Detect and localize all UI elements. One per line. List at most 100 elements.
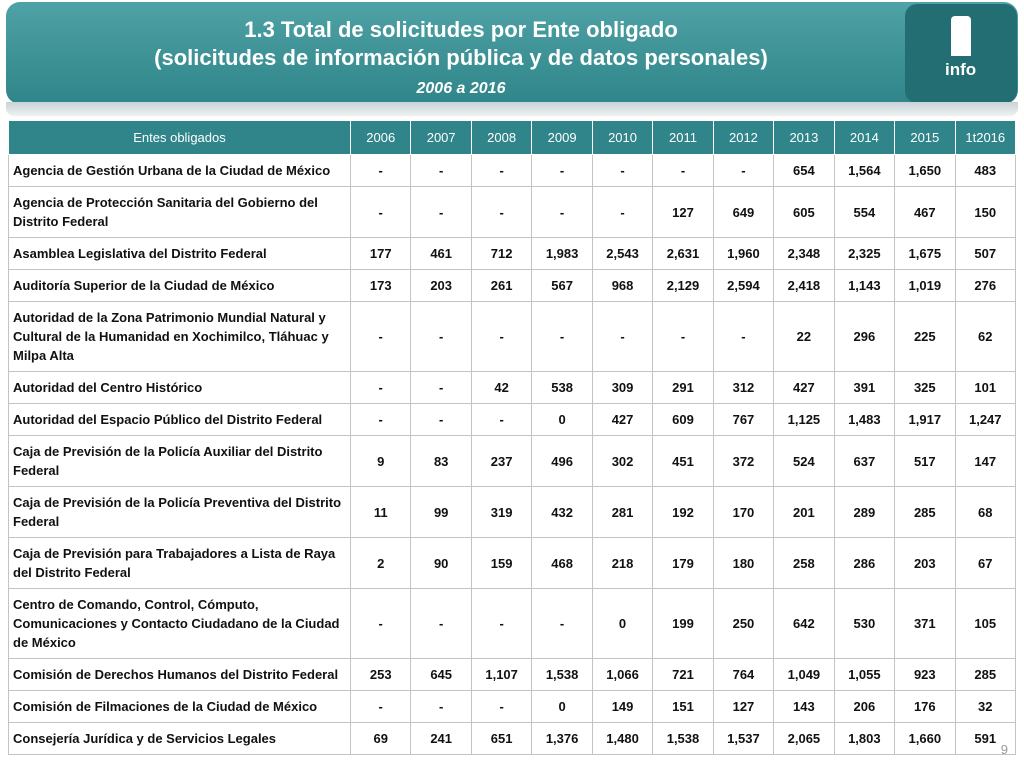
cell-value: - bbox=[531, 588, 593, 659]
cell-value: - bbox=[531, 154, 593, 187]
cell-value: 1,480 bbox=[591, 722, 654, 755]
cell-value: 1,660 bbox=[894, 722, 956, 755]
cell-value: 42 bbox=[470, 371, 533, 404]
entity-name: Autoridad del Centro Histórico bbox=[8, 371, 351, 404]
cell-value: 649 bbox=[712, 186, 775, 238]
table-row: Comisión de Filmaciones de la Ciudad de … bbox=[8, 690, 1017, 723]
cell-value: 149 bbox=[591, 690, 654, 723]
cell-value: 1,125 bbox=[773, 403, 835, 436]
cell-value: 105 bbox=[954, 588, 1017, 659]
table-row: Asamblea Legislativa del Distrito Federa… bbox=[8, 237, 1017, 270]
cell-value: 605 bbox=[773, 186, 835, 238]
cell-value: 432 bbox=[531, 486, 593, 538]
cell-value: 2,348 bbox=[773, 237, 835, 270]
cell-value: 176 bbox=[894, 690, 956, 723]
cell-value: 99 bbox=[410, 486, 472, 538]
cell-value: 372 bbox=[712, 435, 775, 487]
cell-value: 712 bbox=[470, 237, 533, 270]
cell-value: 1,538 bbox=[531, 658, 593, 691]
cell-value: 1,376 bbox=[531, 722, 593, 755]
entity-name: Consejería Jurídica y de Servicios Legal… bbox=[8, 722, 351, 755]
cell-value: - bbox=[349, 154, 412, 187]
cell-value: 151 bbox=[652, 690, 714, 723]
cell-value: - bbox=[410, 186, 472, 238]
cell-value: 554 bbox=[833, 186, 896, 238]
cell-value: 2,418 bbox=[773, 269, 835, 302]
cell-value: 923 bbox=[894, 658, 956, 691]
cell-value: - bbox=[410, 301, 472, 372]
cell-value: 11 bbox=[349, 486, 412, 538]
cell-value: 1,650 bbox=[894, 154, 956, 187]
cell-value: 1,483 bbox=[833, 403, 896, 436]
column-header: 2010 bbox=[591, 120, 654, 155]
header-row: Entes obligados 2006 2007 2008 2009 2010 2011 2… bbox=[8, 120, 1017, 155]
column-header: 2008 bbox=[470, 120, 533, 155]
column-header: 2009 bbox=[531, 120, 593, 155]
cell-value: 468 bbox=[531, 537, 593, 589]
cell-value: 2,543 bbox=[591, 237, 654, 270]
entity-name: Agencia de Gestión Urbana de la Ciudad d… bbox=[8, 154, 351, 187]
cell-value: 524 bbox=[773, 435, 835, 487]
cell-value: 507 bbox=[954, 237, 1017, 270]
cell-value: 127 bbox=[652, 186, 714, 238]
table-row: Autoridad del Centro Histórico - -42 538 309… bbox=[8, 371, 1017, 404]
header-band: 1.3 Total de solicitudes por Ente obliga… bbox=[6, 2, 1018, 104]
cell-value: 0 bbox=[531, 690, 593, 723]
cell-value: 642 bbox=[773, 588, 835, 659]
table-row: Caja de Previsión para Trabajadores a Li… bbox=[8, 537, 1017, 589]
table-row: Consejería Jurídica y de Servicios Legal… bbox=[8, 722, 1017, 755]
cell-value: 281 bbox=[591, 486, 654, 538]
cell-value: 83 bbox=[410, 435, 472, 487]
cell-value: - bbox=[349, 588, 412, 659]
cell-value: - bbox=[410, 403, 472, 436]
cell-value: 2,325 bbox=[833, 237, 896, 270]
cell-value: 203 bbox=[894, 537, 956, 589]
cell-value: 276 bbox=[954, 269, 1017, 302]
cell-value: 538 bbox=[531, 371, 593, 404]
cell-value: - bbox=[652, 154, 714, 187]
cell-value: 147 bbox=[954, 435, 1017, 487]
title-line: (solicitudes de información pública y de… bbox=[154, 45, 768, 70]
cell-value: 1,107 bbox=[470, 658, 533, 691]
cell-value: 451 bbox=[652, 435, 714, 487]
cell-value: - bbox=[410, 690, 472, 723]
entity-name: Caja de Previsión de la Policía Preventi… bbox=[8, 486, 351, 538]
table-row: Agencia de Protección Sanitaria del Gobi… bbox=[8, 186, 1017, 238]
cell-value: - bbox=[349, 403, 412, 436]
cell-value: 312 bbox=[712, 371, 775, 404]
cell-value: 2,129 bbox=[652, 269, 714, 302]
column-header: 2015 bbox=[894, 120, 956, 155]
cell-value: 69 bbox=[349, 722, 412, 755]
column-header: 1t2016 bbox=[954, 120, 1017, 155]
cell-value: 764 bbox=[712, 658, 775, 691]
cell-value: - bbox=[410, 588, 472, 659]
table-row: Comisión de Derechos Humanos del Distrit… bbox=[8, 658, 1017, 691]
cell-value: 150 bbox=[954, 186, 1017, 238]
entity-name: Asamblea Legislativa del Distrito Federa… bbox=[8, 237, 351, 270]
cell-value: - bbox=[349, 186, 412, 238]
column-header: 2014 bbox=[833, 120, 896, 155]
table-row: Agencia de Gestión Urbana de la Ciudad d… bbox=[8, 154, 1017, 187]
cell-value: 1,803 bbox=[833, 722, 896, 755]
cell-value: - bbox=[470, 403, 533, 436]
cell-value: 261 bbox=[470, 269, 533, 302]
cell-value: 9 bbox=[349, 435, 412, 487]
cell-value: 127 bbox=[712, 690, 775, 723]
cell-value: 241 bbox=[410, 722, 472, 755]
cell-value: 1,143 bbox=[833, 269, 896, 302]
cell-value: 253 bbox=[349, 658, 412, 691]
cell-value: 289 bbox=[833, 486, 896, 538]
cell-value: 258 bbox=[773, 537, 835, 589]
cell-value: 1,066 bbox=[591, 658, 654, 691]
cell-value: - bbox=[349, 690, 412, 723]
cell-value: 968 bbox=[591, 269, 654, 302]
cell-value: 319 bbox=[470, 486, 533, 538]
cell-value: - bbox=[712, 301, 775, 372]
cell-value: 237 bbox=[470, 435, 533, 487]
table-row: Autoridad del Espacio Público del Distri… bbox=[8, 403, 1017, 436]
cell-value: 2 bbox=[349, 537, 412, 589]
cell-value: 201 bbox=[773, 486, 835, 538]
cell-value: 371 bbox=[894, 588, 956, 659]
table-row: Autoridad de la Zona Patrimonio Mundial … bbox=[8, 301, 1017, 372]
